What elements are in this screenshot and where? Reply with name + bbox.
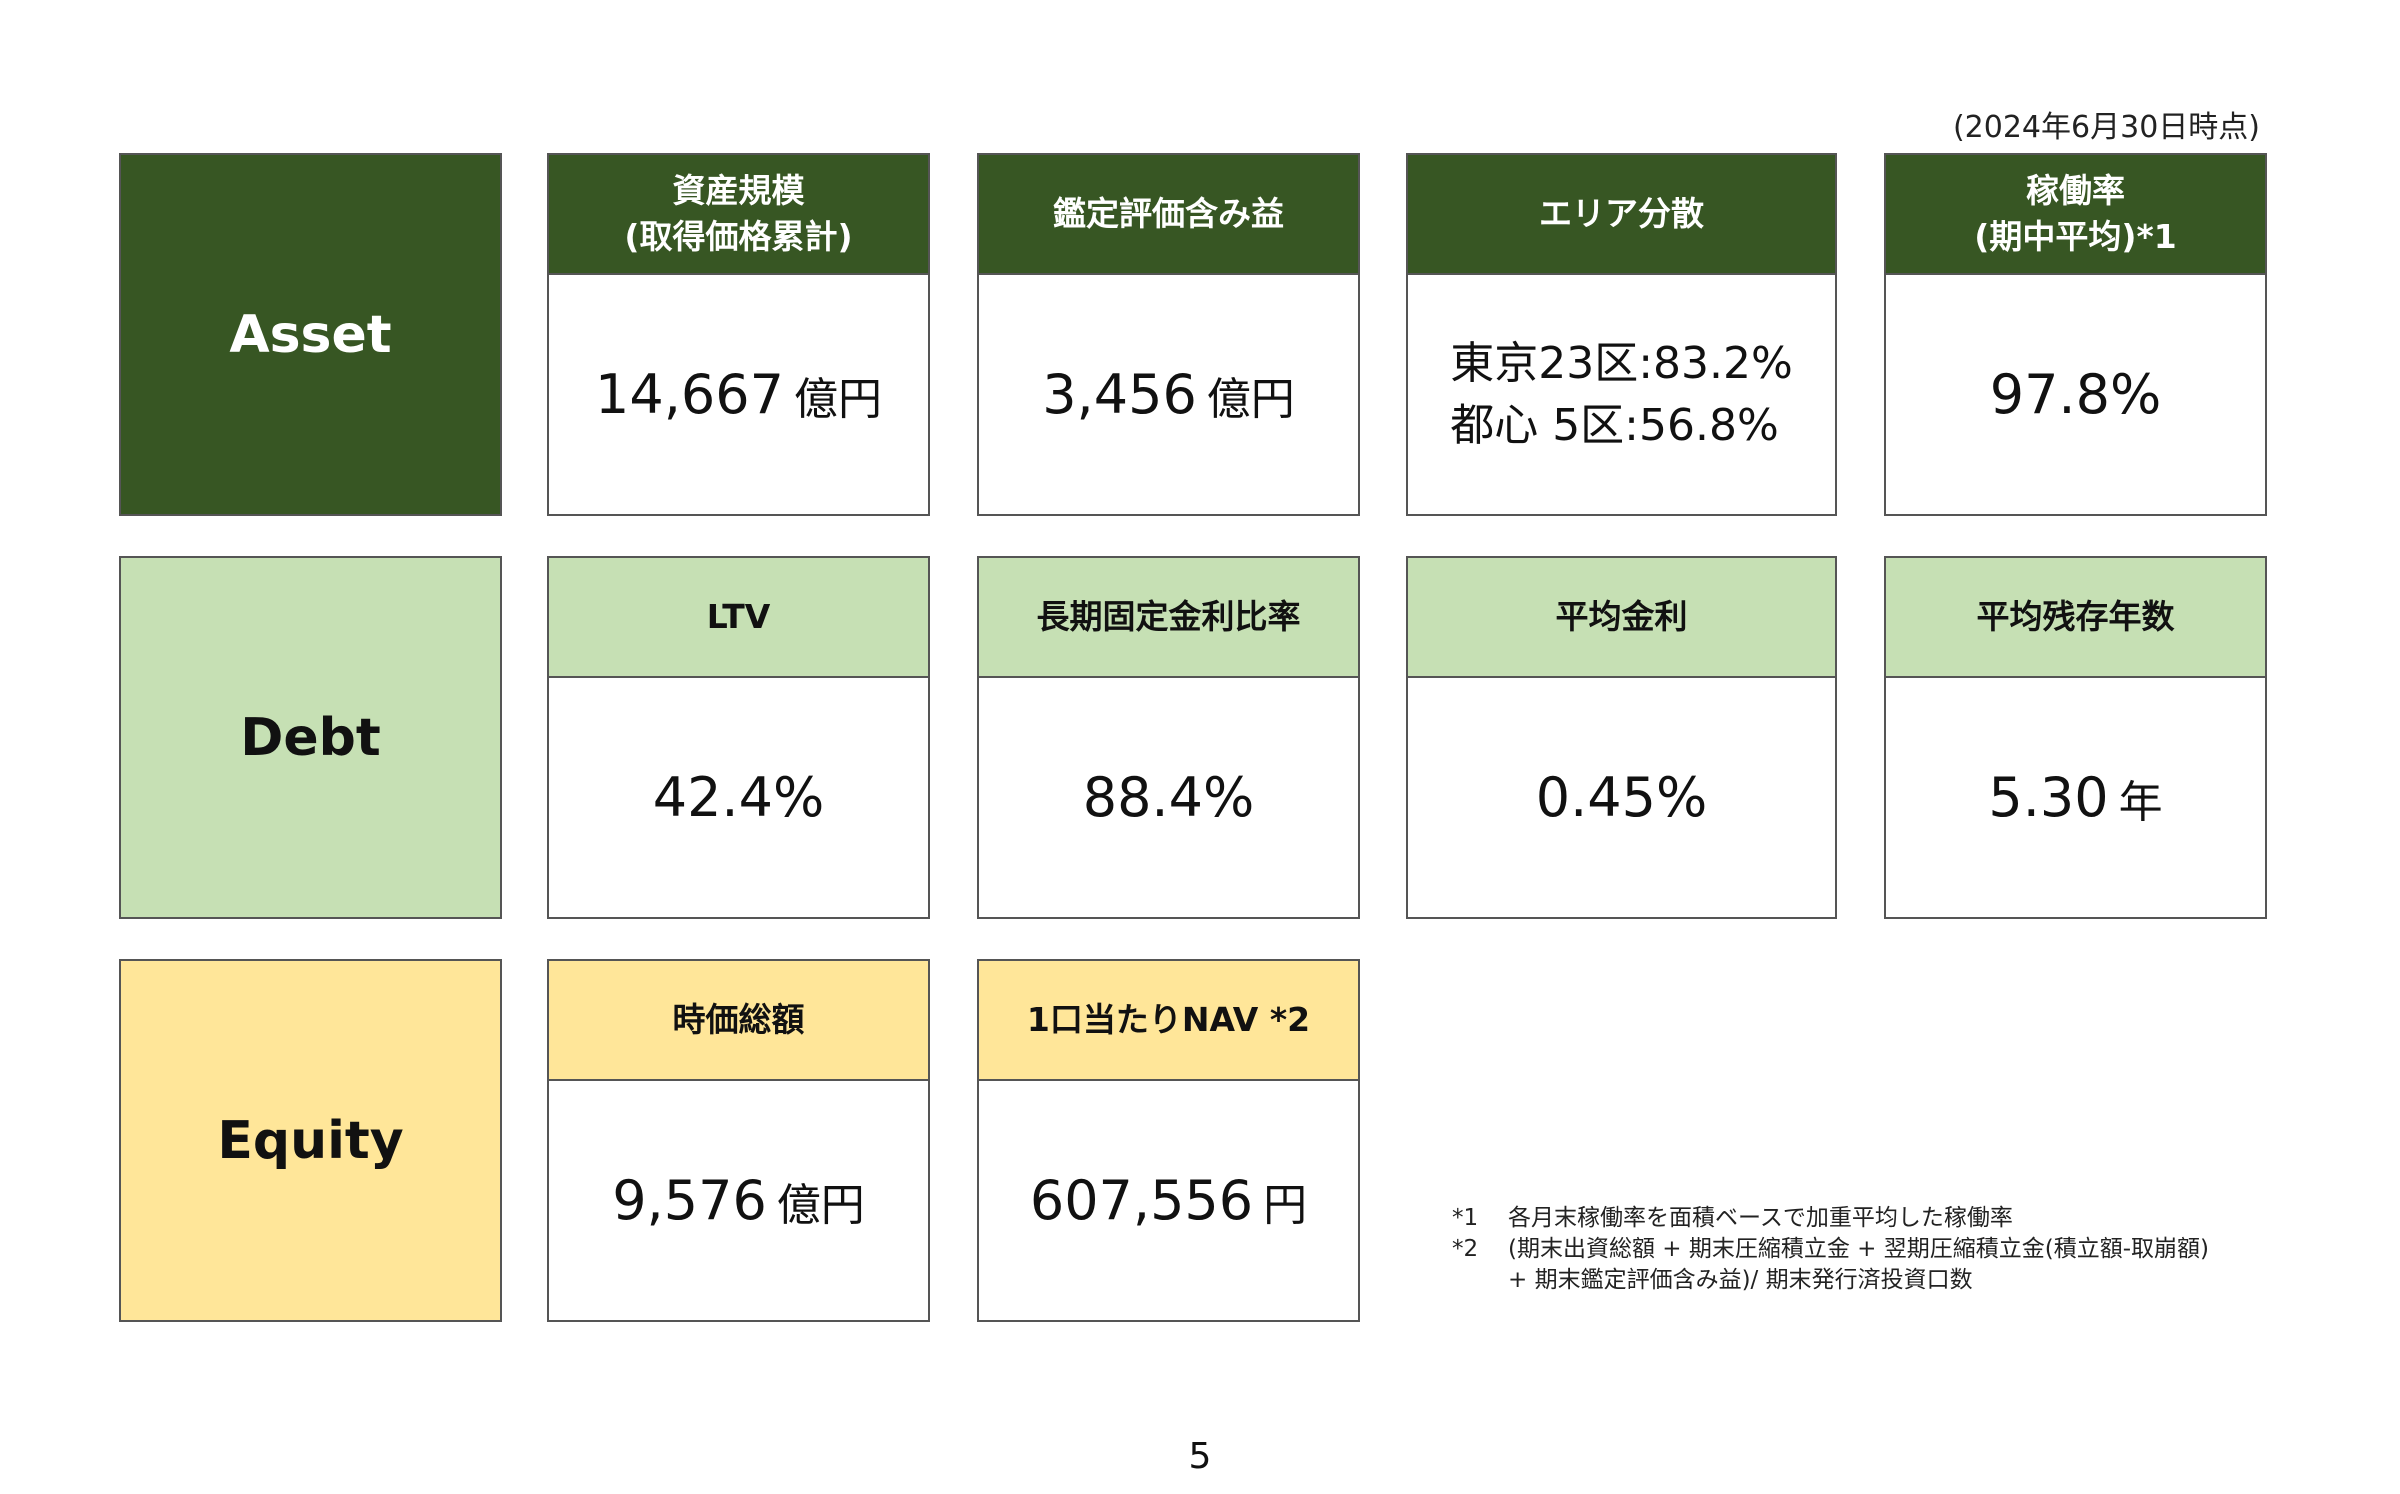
avg-remaining-unit: 年 bbox=[2118, 776, 2163, 828]
occupancy-body: 97.8% bbox=[1886, 275, 2265, 514]
occupancy-title-line1: 稼働率 bbox=[2026, 170, 2125, 210]
category-debt: Debt bbox=[119, 556, 502, 919]
nav-per-unit-unit: 円 bbox=[1263, 1179, 1308, 1231]
area-header: エリア分散 bbox=[1408, 155, 1835, 275]
market-cap-card: 時価総額 9,576 億円 bbox=[547, 959, 930, 1322]
avg-remaining-body: 5.30 年 bbox=[1886, 678, 2265, 917]
avg-interest-value: 0.45% bbox=[1535, 766, 1708, 829]
market-cap-header: 時価総額 bbox=[549, 961, 928, 1081]
avg-interest-card: 平均金利 0.45% bbox=[1406, 556, 1837, 919]
unrealized-gain-value: 3,456 bbox=[1042, 363, 1197, 426]
avg-remaining-card: 平均残存年数 5.30 年 bbox=[1884, 556, 2267, 919]
asset-size-header: 資産規模 (取得価格累計) bbox=[549, 155, 928, 275]
footnote-2: *2 (期末出資総額 + 期末圧縮積立金 + 翌期圧縮積立金(積立額-取崩額) bbox=[1452, 1234, 2292, 1265]
category-asset: Asset bbox=[119, 153, 502, 516]
fixed-rate-ratio-value: 88.4% bbox=[1082, 766, 1255, 829]
area-line-tokyo23: 東京23区:83.2% bbox=[1450, 337, 1793, 389]
footnote-2-line2: + 期末鑑定評価含み益)/ 期末発行済投資口数 bbox=[1508, 1267, 1973, 1294]
nav-per-unit-header: 1口当たりNAV *2 bbox=[979, 961, 1358, 1081]
asset-size-title-line1: 資産規模 bbox=[672, 170, 805, 210]
occupancy-value: 97.8% bbox=[1989, 363, 2162, 426]
area-body: 東京23区:83.2% 都心 5区:56.8% bbox=[1408, 275, 1835, 514]
footnote-1-mark: *1 bbox=[1452, 1205, 1479, 1231]
fixed-rate-ratio-card: 長期固定金利比率 88.4% bbox=[977, 556, 1360, 919]
category-equity: Equity bbox=[119, 959, 502, 1322]
nav-per-unit-value: 607,556 bbox=[1029, 1169, 1254, 1232]
avg-remaining-header: 平均残存年数 bbox=[1886, 558, 2265, 678]
market-cap-body: 9,576 億円 bbox=[549, 1081, 928, 1320]
ltv-card: LTV 42.4% bbox=[547, 556, 930, 919]
page-number: 5 bbox=[1188, 1436, 1212, 1477]
footnote-2-line1: (期末出資総額 + 期末圧縮積立金 + 翌期圧縮積立金(積立額-取崩額) bbox=[1508, 1236, 2210, 1263]
avg-interest-header: 平均金利 bbox=[1408, 558, 1835, 678]
market-cap-value: 9,576 bbox=[612, 1169, 767, 1232]
avg-interest-title: 平均金利 bbox=[1555, 596, 1688, 636]
asset-size-value: 14,667 bbox=[595, 363, 784, 426]
fixed-rate-ratio-title: 長期固定金利比率 bbox=[1036, 596, 1301, 636]
nav-per-unit-title: 1口当たりNAV *2 bbox=[1026, 999, 1311, 1039]
occupancy-title-line2: (期中平均)*1 bbox=[1974, 217, 2177, 256]
footnote-2-mark: *2 bbox=[1452, 1236, 1479, 1263]
ltv-title: LTV bbox=[706, 596, 771, 636]
asset-size-title-line2: (取得価格累計) bbox=[624, 217, 853, 256]
ltv-value: 42.4% bbox=[652, 766, 825, 829]
fixed-rate-ratio-header: 長期固定金利比率 bbox=[979, 558, 1358, 678]
unrealized-gain-unit: 億円 bbox=[1206, 373, 1295, 425]
occupancy-header: 稼働率 (期中平均)*1 bbox=[1886, 155, 2265, 275]
market-cap-title: 時価総額 bbox=[672, 999, 805, 1039]
area-card: エリア分散 東京23区:83.2% 都心 5区:56.8% bbox=[1406, 153, 1837, 516]
market-cap-unit: 億円 bbox=[776, 1179, 865, 1231]
avg-interest-body: 0.45% bbox=[1408, 678, 1835, 917]
nav-per-unit-card: 1口当たりNAV *2 607,556 円 bbox=[977, 959, 1360, 1322]
as-of-date: (2024年6月30日時点) bbox=[1952, 110, 2260, 145]
unrealized-gain-card: 鑑定評価含み益 3,456 億円 bbox=[977, 153, 1360, 516]
unrealized-gain-body: 3,456 億円 bbox=[979, 275, 1358, 514]
asset-size-unit: 億円 bbox=[793, 373, 882, 425]
nav-per-unit-body: 607,556 円 bbox=[979, 1081, 1358, 1320]
footnote-1: *1 各月末稼働率を面積ベースで加重平均した稼働率 bbox=[1452, 1203, 2292, 1234]
unrealized-gain-title: 鑑定評価含み益 bbox=[1053, 193, 1284, 233]
avg-remaining-value: 5.30 bbox=[1988, 766, 2109, 829]
asset-size-card: 資産規模 (取得価格累計) 14,667 億円 bbox=[547, 153, 930, 516]
footnotes: *1 各月末稼働率を面積ベースで加重平均した稼働率 *2 (期末出資総額 + 期… bbox=[1452, 1203, 2292, 1296]
ltv-header: LTV bbox=[549, 558, 928, 678]
footnote-1-text: 各月末稼働率を面積ベースで加重平均した稼働率 bbox=[1508, 1205, 2013, 1231]
asset-size-body: 14,667 億円 bbox=[549, 275, 928, 514]
ltv-body: 42.4% bbox=[549, 678, 928, 917]
area-line-central5: 都心 5区:56.8% bbox=[1450, 399, 1779, 451]
avg-remaining-title: 平均残存年数 bbox=[1976, 596, 2175, 636]
occupancy-card: 稼働率 (期中平均)*1 97.8% bbox=[1884, 153, 2267, 516]
unrealized-gain-header: 鑑定評価含み益 bbox=[979, 155, 1358, 275]
fixed-rate-ratio-body: 88.4% bbox=[979, 678, 1358, 917]
area-title: エリア分散 bbox=[1539, 193, 1704, 233]
